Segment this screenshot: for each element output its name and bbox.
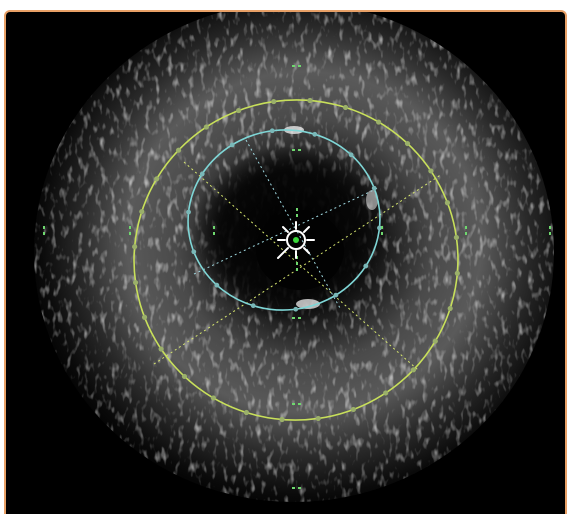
eem-control-point[interactable] xyxy=(376,119,382,125)
eem-control-point[interactable] xyxy=(210,395,216,401)
ivus-image[interactable] xyxy=(6,12,567,514)
eem-control-point[interactable] xyxy=(181,373,188,380)
eem-control-point[interactable] xyxy=(132,244,138,250)
lumen-diameter-line xyxy=(245,139,341,309)
lumen-control-point[interactable] xyxy=(333,292,339,298)
eem-control-point[interactable] xyxy=(175,147,182,153)
eem-control-point[interactable] xyxy=(453,234,460,241)
eem-control-point[interactable] xyxy=(428,168,434,174)
eem-control-point[interactable] xyxy=(410,367,417,373)
lumen-control-point[interactable] xyxy=(229,142,235,148)
eem-control-point[interactable] xyxy=(279,416,285,423)
eem-control-point[interactable] xyxy=(271,98,277,105)
eem-control-point[interactable] xyxy=(154,176,160,182)
eem-control-point[interactable] xyxy=(404,140,411,147)
plaque-highlight xyxy=(296,299,320,309)
eem-diameter-line xyxy=(183,161,419,371)
eem-control-point[interactable] xyxy=(203,124,209,130)
eem-control-point[interactable] xyxy=(307,97,313,104)
eem-control-point[interactable] xyxy=(454,270,460,276)
eem-control-point[interactable] xyxy=(132,279,139,286)
eem-control-point[interactable] xyxy=(141,314,148,320)
eem-control-point[interactable] xyxy=(342,104,349,111)
lumen-control-point[interactable] xyxy=(199,171,205,177)
lumen-control-point[interactable] xyxy=(371,185,377,191)
eem-control-point[interactable] xyxy=(350,406,357,413)
eem-control-point[interactable] xyxy=(432,338,438,344)
eem-control-point[interactable] xyxy=(139,208,145,215)
eem-control-point[interactable] xyxy=(383,390,389,396)
catheter-center-icon[interactable] xyxy=(277,221,315,259)
lumen-control-point[interactable] xyxy=(377,225,382,231)
eem-control-point[interactable] xyxy=(158,346,164,352)
lumen-control-point[interactable] xyxy=(250,303,256,309)
lumen-control-point[interactable] xyxy=(363,263,369,269)
lumen-control-point[interactable] xyxy=(186,209,191,215)
eem-control-point[interactable] xyxy=(315,415,321,422)
catheter-shadow xyxy=(256,210,344,290)
lumen-control-point[interactable] xyxy=(191,249,197,255)
lumen-control-point[interactable] xyxy=(293,306,299,312)
plaque-highlight xyxy=(366,190,378,210)
eem-control-point[interactable] xyxy=(447,305,453,312)
eem-control-point[interactable] xyxy=(235,107,242,114)
lumen-control-point[interactable] xyxy=(348,152,354,158)
image-frame xyxy=(4,10,567,514)
lumen-control-point[interactable] xyxy=(269,128,275,134)
lumen-control-point[interactable] xyxy=(312,131,318,137)
lumen-control-point[interactable] xyxy=(214,282,220,288)
eem-control-point[interactable] xyxy=(444,200,451,206)
eem-control-point[interactable] xyxy=(243,409,250,416)
scale-ticks xyxy=(43,65,551,489)
